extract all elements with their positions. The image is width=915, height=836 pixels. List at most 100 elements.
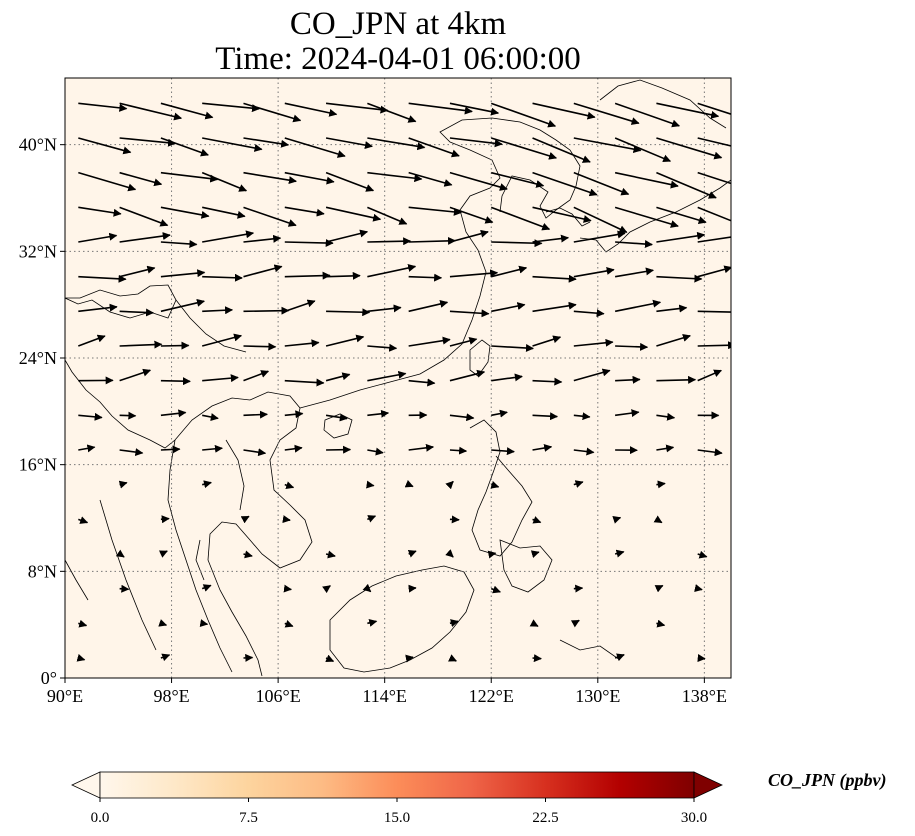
wind-arrow [283, 584, 293, 593]
y-tick-label: 16°N [19, 455, 57, 475]
wind-arrow [614, 267, 654, 278]
wind-arrow [325, 171, 375, 192]
wind-arrow [160, 137, 209, 157]
wind-arrow [160, 515, 170, 524]
wind-arrow [325, 372, 351, 382]
wind-arrow [490, 206, 551, 231]
map-frame [64, 77, 732, 679]
wind-arrow [449, 171, 508, 191]
wind-arrow [367, 264, 417, 278]
wind-arrow [405, 654, 414, 663]
wind-arrow [367, 447, 384, 456]
wind-arrow [78, 102, 128, 112]
wind-arrow [697, 654, 706, 662]
wind-arrow [202, 102, 260, 113]
wind-arrow [532, 171, 598, 197]
wind-arrow [119, 411, 137, 420]
wind-arrow [78, 516, 89, 524]
wind-arrow [119, 448, 144, 457]
colorbar-tick-label: 7.5 [239, 810, 258, 826]
wind-arrow [445, 549, 454, 558]
wind-arrow [119, 308, 154, 317]
colorbar-extend-low [71, 771, 101, 799]
wind-arrow [573, 368, 611, 382]
wind-arrow [78, 444, 96, 453]
wind-arrow [614, 171, 679, 189]
y-tick-label: 32°N [19, 241, 57, 261]
wind-arrow [202, 137, 263, 152]
wind-arrow [404, 479, 414, 488]
wind-arrow [367, 171, 423, 183]
wind-arrow [491, 239, 543, 248]
wind-arrow [284, 171, 335, 185]
wind-arrow [491, 302, 526, 313]
wind-arrow [243, 342, 277, 351]
wind-arrow [284, 444, 303, 453]
wind-arrow [656, 206, 707, 224]
map-title: CO_JPN at 4km [289, 6, 507, 42]
wind-arrow [160, 341, 190, 350]
wind-arrow [362, 583, 372, 593]
wind-arrow [367, 618, 378, 627]
wind-arrow [449, 413, 475, 422]
wind-arrow [284, 619, 294, 628]
wind-arrow [697, 206, 731, 222]
wind-arrow [491, 447, 515, 456]
wind-arrow [408, 443, 435, 452]
wind-vectors [76, 102, 731, 663]
wind-arrow [653, 515, 663, 524]
colorbar-gradient [99, 771, 695, 799]
wind-arrow [115, 549, 125, 558]
wind-arrow [449, 309, 490, 318]
wind-arrow [532, 206, 592, 223]
wind-arrow [160, 239, 198, 248]
wind-arrow [445, 480, 454, 490]
wind-arrow [284, 299, 316, 313]
wind-arrow [532, 377, 563, 386]
wind-arrow [284, 378, 325, 387]
wind-arrow [448, 654, 457, 662]
wind-arrow [573, 171, 630, 196]
wind-arrow [491, 409, 508, 418]
wind-arrow [119, 265, 156, 278]
wind-arrow [202, 273, 243, 282]
wind-arrow [76, 653, 86, 662]
wind-arrow [491, 265, 528, 278]
wind-arrow [449, 446, 468, 455]
colorbar-extend-high [693, 771, 723, 799]
wind-arrow [367, 409, 390, 418]
wind-arrow [656, 304, 688, 313]
wind-arrow [573, 230, 626, 243]
longitude-axis: 90°E 98°E 106°E 114°E 122°E 130°E 138°E [47, 678, 727, 706]
wind-arrow [325, 229, 369, 243]
wind-arrow [325, 137, 373, 150]
wind-arrow [78, 412, 103, 421]
wind-arrow [322, 585, 331, 594]
wind-arrow [697, 171, 731, 185]
y-tick-label: 24°N [19, 348, 57, 368]
wind-arrow [573, 137, 642, 154]
wind-arrow [119, 206, 169, 227]
x-tick-label: 90°E [47, 686, 83, 706]
wind-arrow [573, 266, 615, 278]
wind-arrow [160, 171, 219, 183]
wind-arrow [491, 137, 558, 160]
wind-arrow [408, 584, 417, 593]
wind-arrow [325, 102, 389, 114]
wind-arrow [573, 102, 640, 125]
wind-arrow [243, 206, 297, 227]
wind-arrow [202, 413, 219, 421]
wind-arrow [78, 206, 122, 217]
wind-arrow [284, 102, 338, 117]
wind-arrow [160, 298, 205, 313]
wind-arrow [160, 269, 206, 278]
wind-arrow [243, 550, 253, 559]
wind-arrow [614, 102, 681, 128]
wind-arrow [449, 229, 489, 243]
wind-arrow [694, 584, 703, 592]
wind-arrow [487, 550, 497, 559]
wind-arrow [656, 619, 666, 628]
wind-arrow [529, 619, 539, 627]
colorbar-tick-label: 0.0 [91, 810, 110, 826]
concentration-field [65, 78, 731, 678]
